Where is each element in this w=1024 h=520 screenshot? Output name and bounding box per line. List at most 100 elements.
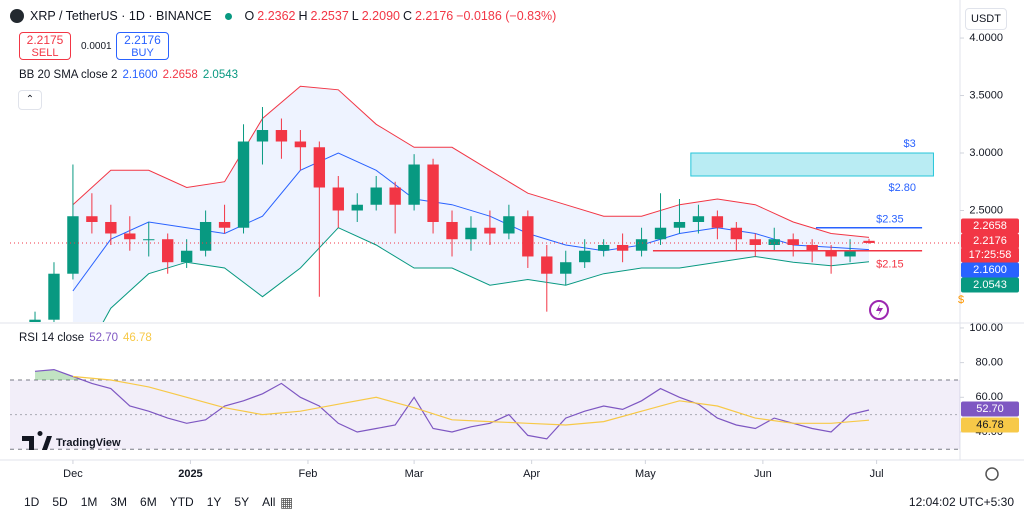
candle-body [863,240,875,243]
bollinger-line [102,227,870,322]
indicator-value: 2.0543 [202,69,239,81]
candle-body [484,227,496,234]
candle-body [313,147,326,188]
timeframe-button[interactable]: 3M [110,495,128,509]
timeframe-button[interactable]: 1M [80,495,98,509]
y-tick-label: 100.00 [969,322,1003,334]
candle-body [749,239,761,245]
indicator-value: 52.70 [89,332,118,344]
collapse-button[interactable]: ⌃ [18,90,42,110]
y-tick-label: 4.0000 [969,32,1003,44]
candle-body [389,187,401,205]
symbol-icon [10,9,24,23]
ohlc-key: C [402,9,412,23]
ohlc-key: L [351,9,359,23]
candle-body [29,319,41,322]
candle-body [86,216,98,222]
candle-body [237,141,250,228]
candle-body [465,227,477,240]
ohlc-value: 2.2362 [257,9,296,23]
timeframe-button[interactable]: 1Y [206,495,222,509]
indicator-value: 2.2658 [162,69,198,81]
x-tick-label: Jul [870,468,884,480]
candle-body [370,187,382,205]
candle-body [503,216,515,234]
price-badge [961,417,1019,433]
timeframe-button[interactable]: All [262,495,276,509]
timeframe-button[interactable]: YTD [169,495,194,509]
candle-body [48,273,60,320]
rsi-line [72,375,870,426]
price-badge [961,277,1019,293]
candle-body [105,221,117,234]
ohlc-value: 2.2176 [415,9,454,23]
indicator-title[interactable]: RSI 14 close [19,332,85,344]
price-badge [961,401,1019,417]
currency-button[interactable]: USDT [965,8,1007,30]
x-tick-label: Feb [298,468,317,480]
ohlc-key: H [298,9,308,23]
candle-body [180,250,193,263]
chart-area: 2.50003.00003.50004.000040.0060.0080.001… [0,0,1024,481]
tradingview-logo: TradingView [22,431,121,450]
candle-body [579,250,591,263]
candle-body [408,164,420,205]
timeframe-button[interactable]: 5D [52,495,68,509]
indicator-value: 46.78 [122,332,152,344]
currency-icon[interactable]: $ [958,294,964,306]
price-badge-text: 2.2176 [973,235,1007,247]
candle-body [673,221,686,228]
sell-button[interactable]: 2.2175 SELL [19,32,71,60]
price-badge-text: 17:25:58 [969,249,1012,261]
x-tick-label: Jun [754,468,772,480]
price-badge-text: 52.70 [976,403,1004,415]
settings-icon[interactable] [985,467,999,481]
change: −0.0186 (−0.83%) [456,9,557,23]
candle-body [730,227,743,240]
y-tick-label: 3.0000 [969,147,1003,159]
price-badge-text: 2.0543 [973,279,1007,291]
timeframe-bar: 1D 5D 1M 3M 6M YTD 1Y 5Y All [24,495,275,509]
price-badge-text: 2.2658 [973,220,1007,232]
timeframe-button[interactable]: 1D [24,495,40,509]
candle-body [124,233,136,240]
target-zone [690,152,934,177]
candle-body [541,256,553,274]
timeframe-button[interactable]: 5Y [234,495,250,509]
y-tick-label: 2.5000 [969,204,1003,216]
logo-mark [22,431,52,450]
candle-body [427,164,439,222]
x-tick-label: 2025 [178,468,202,480]
buy-button[interactable]: 2.2176 BUY [116,32,169,60]
date-range-icon[interactable]: ▦ [280,494,294,510]
y-tick-label: 80.00 [975,357,1003,369]
clock: 12:04:02 UTC+5:30 [908,495,1014,509]
candle-body [806,244,818,251]
sell-price: 2.2175 [26,33,64,47]
candle-body [256,130,269,142]
band-fill [72,86,870,322]
indicator-value: 2.1600 [122,69,158,81]
candle-body [597,244,610,251]
ohlc-value: 2.2537 [310,9,349,23]
axes: 2.50003.00003.50004.000040.0060.0080.001… [63,32,1019,480]
candle-body [294,141,307,148]
rsi-line [34,368,870,440]
symbol-title[interactable]: XRP / TetherUS · 1D · BINANCE [30,9,212,23]
candle-body [199,221,212,251]
candle-body [768,239,780,245]
candle-body [560,262,572,274]
rsi-legend: RSI 14 close 52.70 46.78 [19,332,152,344]
price-badge [961,233,1019,249]
x-tick-label: May [635,468,656,480]
x-tick-label: Dec [63,468,83,480]
indicator-title[interactable]: BB 20 SMA close 2 [19,69,118,81]
price-pane [10,85,960,322]
candle-body [825,250,837,257]
timeframe-button[interactable]: 6M [140,495,157,509]
candle-body [218,221,231,228]
rsi-pane [10,368,960,450]
candle-body [351,204,363,211]
price-badge [961,218,1019,234]
